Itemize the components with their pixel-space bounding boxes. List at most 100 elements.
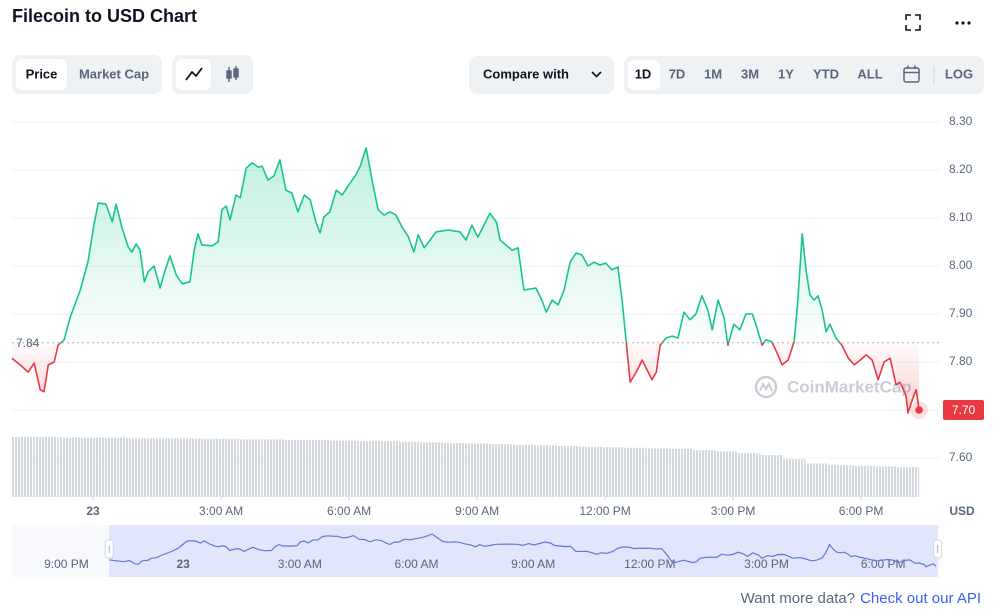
volume-bar — [896, 467, 920, 497]
volume-bar — [783, 459, 806, 497]
range-1m[interactable]: 1M — [704, 66, 722, 81]
volume-bar — [148, 438, 171, 497]
range-ytd[interactable]: YTD — [813, 66, 839, 81]
navigator-tick-label: 23 — [176, 557, 190, 571]
volume-bar — [306, 440, 330, 497]
footer: Want more data? Check out our API — [741, 590, 981, 607]
calendar-icon[interactable] — [903, 65, 920, 83]
volume-bar — [34, 437, 58, 497]
range-selected — [628, 60, 660, 90]
y-tick-label: 8.30 — [949, 114, 973, 128]
volume-bar — [556, 446, 579, 497]
last-point — [915, 406, 923, 414]
log-toggle[interactable]: LOG — [945, 66, 973, 81]
volume-bar — [760, 455, 784, 497]
line-icon — [185, 67, 203, 81]
tab-selected — [16, 59, 67, 90]
volume-bar — [488, 444, 511, 497]
current-price-tag — [943, 400, 984, 420]
chevron-icon — [591, 71, 602, 78]
volume-bar — [873, 466, 897, 497]
volume-bar — [601, 447, 625, 497]
more-icon[interactable] — [955, 21, 971, 25]
volume-bar — [397, 441, 421, 497]
y-tick-label: 7.80 — [949, 354, 973, 368]
navigator-tick-label: 3:00 PM — [744, 557, 789, 571]
volume-bar — [57, 437, 81, 497]
tab-market-cap[interactable]: Market Cap — [79, 66, 149, 81]
y-tick-label: 7.90 — [949, 306, 973, 320]
navigator-tick-label: 3:00 AM — [278, 557, 322, 571]
volume-bar — [442, 443, 466, 497]
y-tick-label: 7.60 — [949, 450, 973, 464]
x-tick-label: 9:00 AM — [455, 504, 499, 518]
compare-dropdown[interactable] — [469, 56, 614, 94]
volume-bar — [125, 438, 149, 497]
navigator-tick-label: 6:00 AM — [394, 557, 438, 571]
x-tick-label: 3:00 AM — [199, 504, 243, 518]
area-up — [60, 147, 840, 343]
y-tick-label: 8.10 — [949, 210, 973, 224]
volume-bar — [851, 465, 874, 497]
volume-bar — [624, 447, 647, 497]
volume-bar — [737, 453, 761, 497]
watermark: CoinMarketCap — [787, 377, 912, 396]
volume-bar — [102, 437, 126, 497]
navigator-line — [109, 533, 937, 568]
x-tick-label: 6:00 PM — [839, 504, 884, 518]
navigator-selection — [109, 525, 938, 577]
footer-prompt: Want more data? — [741, 590, 856, 607]
chart-title: Filecoin to USD Chart — [12, 6, 197, 26]
volume-bar — [216, 438, 239, 497]
volume-bar — [170, 438, 194, 497]
volume-bar — [646, 448, 670, 497]
current-price-label: 7.70 — [952, 403, 976, 417]
volume-bar — [714, 451, 738, 497]
range-1y[interactable]: 1Y — [778, 66, 794, 81]
volume-bar — [193, 438, 217, 497]
volume-bar — [329, 440, 353, 497]
volume-bar — [284, 440, 307, 497]
unit-label: USD — [949, 504, 975, 518]
navigator-tick-label: 9:00 AM — [511, 557, 555, 571]
price-line-up — [59, 147, 841, 343]
volume-bar — [352, 441, 375, 497]
volume-bar — [669, 449, 693, 497]
navigator-tick-label: 9:00 PM — [44, 557, 89, 571]
navigator-tick-label: 12:00 PM — [624, 557, 675, 571]
price-line-down — [11, 342, 920, 414]
baseline-label: 7.84 — [16, 336, 40, 350]
candle-icon[interactable] — [226, 66, 239, 82]
volume-bar — [828, 465, 852, 497]
volume-bar — [465, 443, 489, 497]
y-tick-label: 8.20 — [949, 162, 973, 176]
volume-bar — [533, 445, 557, 497]
volume-bar — [692, 450, 715, 497]
api-link[interactable]: Check out our API — [860, 590, 981, 607]
range-7d[interactable]: 7D — [669, 66, 686, 81]
tab-price[interactable]: Price — [26, 66, 58, 81]
x-tick-label: 6:00 AM — [327, 504, 371, 518]
y-tick-label: 8.00 — [949, 258, 973, 272]
volume-bar — [12, 437, 35, 497]
watermark-logo-m — [759, 381, 773, 392]
volume-bar — [238, 439, 262, 497]
plot: 7.60 7.70 7.80 7.90 8.00 8.10 8.20 8.30 23 3:00 A… — [11, 114, 984, 577]
watermark-logo — [754, 375, 778, 399]
range-1d[interactable]: 1D — [635, 66, 652, 81]
volume-bar — [261, 439, 285, 497]
range-group — [624, 56, 984, 94]
fullscreen-icon[interactable] — [905, 14, 921, 31]
volume-bar — [578, 446, 602, 497]
x-tick-label: 3:00 PM — [711, 504, 756, 518]
volume-bar — [805, 463, 829, 497]
x-tick-label: 12:00 PM — [579, 504, 630, 518]
range-3m[interactable]: 3M — [741, 66, 759, 81]
volume-bar — [80, 437, 103, 497]
range-all[interactable]: ALL — [857, 66, 882, 81]
volume-bar — [510, 444, 534, 497]
volume-bar — [420, 442, 443, 497]
volume-bar — [374, 441, 398, 497]
